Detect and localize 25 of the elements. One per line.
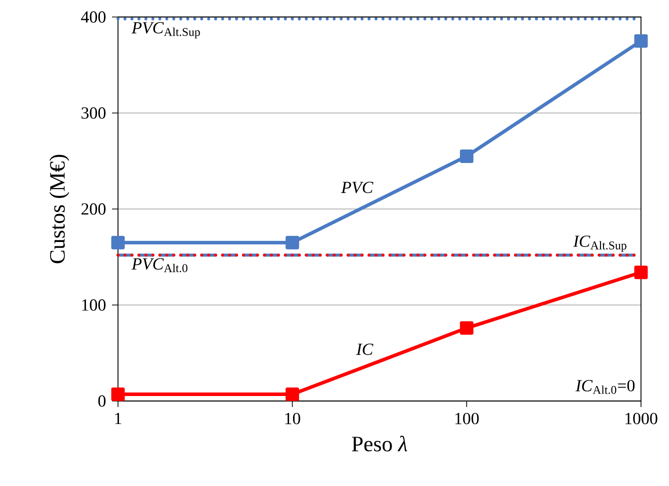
- point: [286, 388, 300, 402]
- y-tick-label: 0: [98, 395, 106, 407]
- ref-line-label: IC$_{Alt.Sup}$: [573, 236, 626, 252]
- y-tick-label: 400: [81, 11, 106, 23]
- point: [634, 266, 648, 280]
- y-tick-label: 100: [82, 299, 106, 311]
- x-axis-title: Peso λ: [352, 436, 408, 452]
- y-axis-title: Custos (M€): [49, 154, 70, 264]
- annotation: IC$_{Alt.0}$=0: [575, 380, 635, 394]
- x-tick-label: 1000: [626, 412, 658, 424]
- y-tick-label: 300: [82, 107, 106, 119]
- x-tick-label: 100: [455, 412, 479, 424]
- point: [634, 34, 648, 48]
- point: [111, 236, 125, 250]
- ref-line-label: PVC$_{Alt.Sup}$: [132, 22, 200, 38]
- point: [460, 149, 474, 163]
- ref-line-label: PVC$_{Alt.0}$: [132, 258, 188, 272]
- x-tick-label: 10: [285, 412, 300, 424]
- series-label: IC: [356, 344, 374, 355]
- x-tick-label: 1: [115, 412, 122, 424]
- y-tick-label: 200: [82, 203, 106, 215]
- point: [286, 236, 300, 250]
- point: [111, 388, 125, 402]
- series-label: PVC: [341, 182, 374, 194]
- point: [460, 321, 474, 335]
